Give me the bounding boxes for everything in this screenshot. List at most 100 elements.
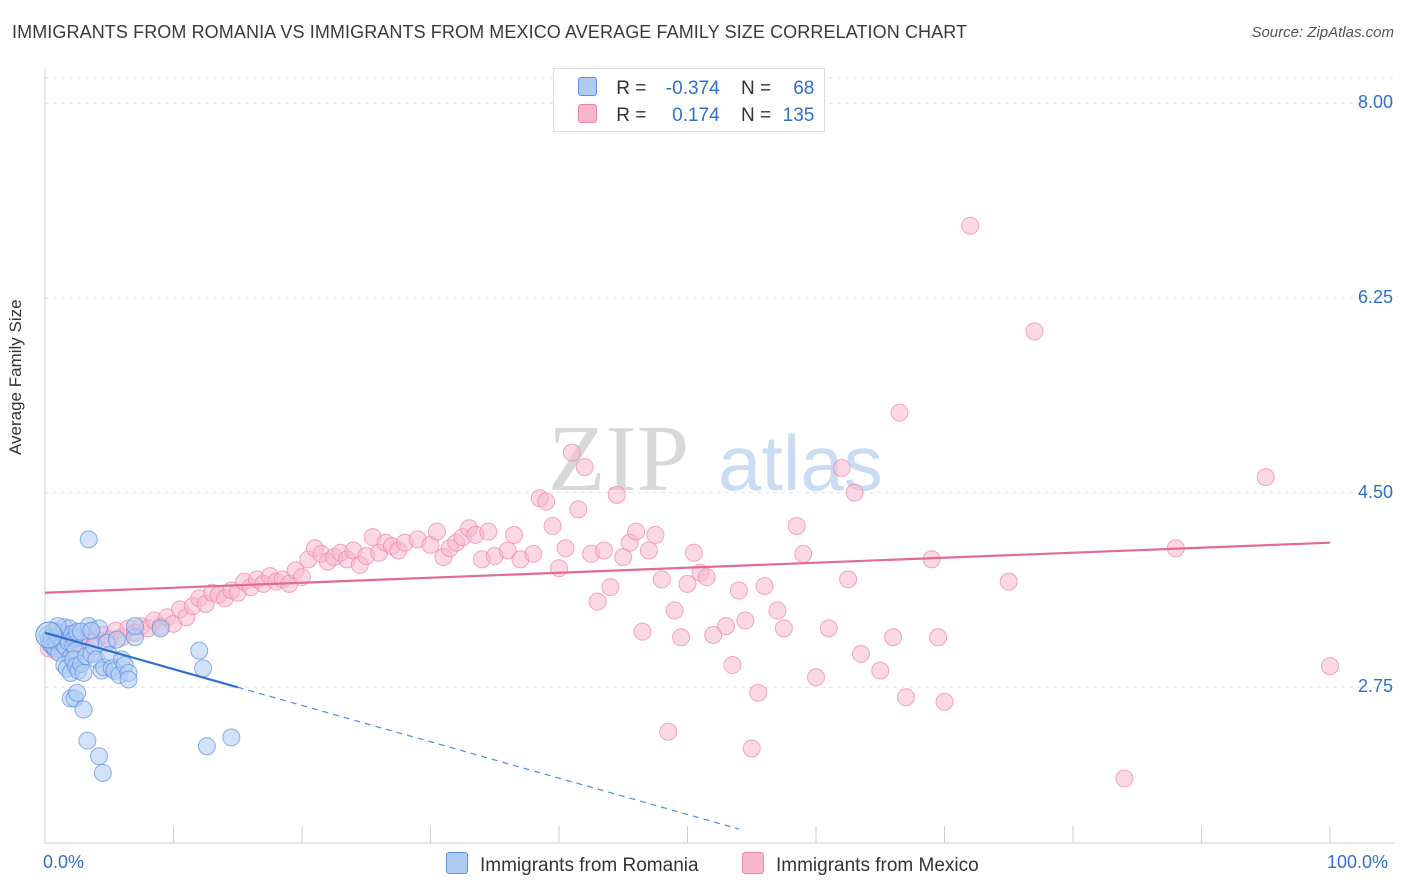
chart-title: IMMIGRANTS FROM ROMANIA VS IMMIGRANTS FR… [12, 22, 968, 42]
series-legend-mexico: Immigrants from Mexico [742, 852, 979, 877]
data-point-mexico [569, 500, 588, 519]
data-point-mexico [524, 544, 543, 563]
x-tick-label-min: 0.0% [43, 852, 85, 872]
data-point-mexico [672, 628, 691, 647]
y-axis-label: Average Family Size [6, 299, 25, 455]
data-point-mexico [588, 592, 607, 611]
trend-line-mexico [44, 541, 1331, 594]
data-point-mexico [697, 568, 716, 587]
data-point-romania [197, 737, 216, 756]
data-point-romania [151, 619, 170, 638]
data-point-mexico [607, 485, 626, 504]
data-point-mexico [890, 403, 909, 422]
data-point-romania [222, 728, 241, 747]
legend-r-value: -0.374 [665, 78, 720, 99]
correlation-legend: R = -0.374 N = 68 R = 0.174 N = 135 [553, 68, 825, 132]
data-point-mexico [556, 539, 575, 558]
data-point-mexico [652, 570, 671, 589]
data-point-romania [194, 659, 213, 678]
data-point-mexico [562, 443, 581, 462]
trend-line-romania-extrapolated [237, 686, 740, 830]
data-point-mexico [479, 522, 498, 541]
data-point-romania [74, 700, 93, 719]
data-point-mexico [1115, 769, 1134, 788]
data-point-mexico [723, 656, 742, 675]
legend-n-value: 135 [782, 105, 815, 126]
data-point-mexico [929, 628, 948, 647]
data-point-romania [119, 670, 138, 689]
data-point-mexico [768, 601, 787, 620]
data-point-mexico [505, 525, 524, 544]
data-point-mexico [794, 544, 813, 563]
data-point-romania [107, 630, 126, 649]
legend-n-value: 68 [793, 78, 815, 99]
data-point-mexico [787, 517, 806, 536]
data-point-mexico [935, 692, 954, 711]
y-tick-label: 8.00 [1357, 92, 1393, 113]
data-point-mexico [896, 688, 915, 707]
data-point-mexico [550, 559, 568, 578]
data-point-mexico [594, 541, 613, 560]
data-point-romania [89, 747, 108, 766]
data-point-mexico [807, 668, 825, 687]
axes [44, 68, 1395, 844]
series-swatch-romania [446, 852, 468, 874]
data-point-mexico [601, 578, 620, 597]
data-point-mexico [633, 622, 652, 641]
data-point-mexico [537, 492, 556, 511]
data-point-romania [74, 663, 93, 682]
data-point-mexico [729, 581, 748, 600]
source-credit: Source: ZipAtlas.com [1251, 24, 1394, 41]
data-point-mexico [749, 683, 768, 702]
x-tick-label-max: 100.0% [1327, 852, 1389, 872]
data-point-mexico [736, 611, 755, 630]
data-point-mexico [627, 522, 646, 541]
data-point-mexico [884, 628, 903, 647]
trend-line-romania [44, 631, 239, 689]
data-point-mexico [832, 459, 851, 478]
data-point-mexico [684, 543, 703, 562]
y-tick-label: 6.25 [1357, 287, 1393, 307]
y-tick-label: 4.50 [1357, 481, 1393, 502]
data-point-mexico [543, 517, 562, 536]
legend-n-label: N = [740, 78, 772, 99]
data-point-mexico [1256, 468, 1275, 487]
data-point-mexico [704, 626, 723, 645]
data-point-mexico [575, 458, 594, 477]
data-point-mexico [742, 739, 761, 758]
legend-r-label: R = [616, 105, 647, 126]
data-point-romania [93, 763, 112, 782]
legend-r-value: 0.174 [672, 105, 720, 126]
data-point-mexico [871, 661, 890, 680]
legend-row-romania: R = -0.374 N = 68 [578, 77, 814, 101]
data-point-mexico [1025, 322, 1044, 341]
data-point-mexico [639, 541, 658, 560]
series-label-mexico: Immigrants from Mexico [776, 855, 979, 876]
legend-n-label: N = [740, 105, 772, 126]
data-point-mexico [851, 644, 870, 663]
data-point-romania [68, 683, 87, 702]
data-point-mexico [1321, 657, 1339, 676]
grid-lines [45, 77, 1395, 688]
legend-swatch-romania [578, 77, 597, 96]
data-point-romania [82, 621, 101, 640]
data-point-mexico [293, 568, 311, 587]
data-point-romania [190, 641, 209, 660]
data-point-romania [79, 530, 98, 549]
data-point-mexico [427, 522, 446, 541]
data-point-mexico [845, 483, 864, 502]
data-point-mexico [999, 572, 1018, 591]
trend-lines [44, 541, 1331, 830]
data-point-mexico [717, 617, 736, 636]
data-point-mexico [961, 216, 980, 235]
legend-r-label: R = [616, 78, 647, 99]
data-point-romania [125, 617, 144, 636]
data-point-mexico [755, 577, 774, 596]
data-point-romania [78, 731, 97, 750]
data-point-mexico [839, 570, 858, 589]
y-tick-label: 2.75 [1357, 676, 1393, 697]
legend-row-mexico: R = 0.174 N = 135 [578, 104, 814, 128]
data-points [35, 216, 1339, 788]
series-legend-romania: Immigrants from Romania [446, 852, 699, 877]
